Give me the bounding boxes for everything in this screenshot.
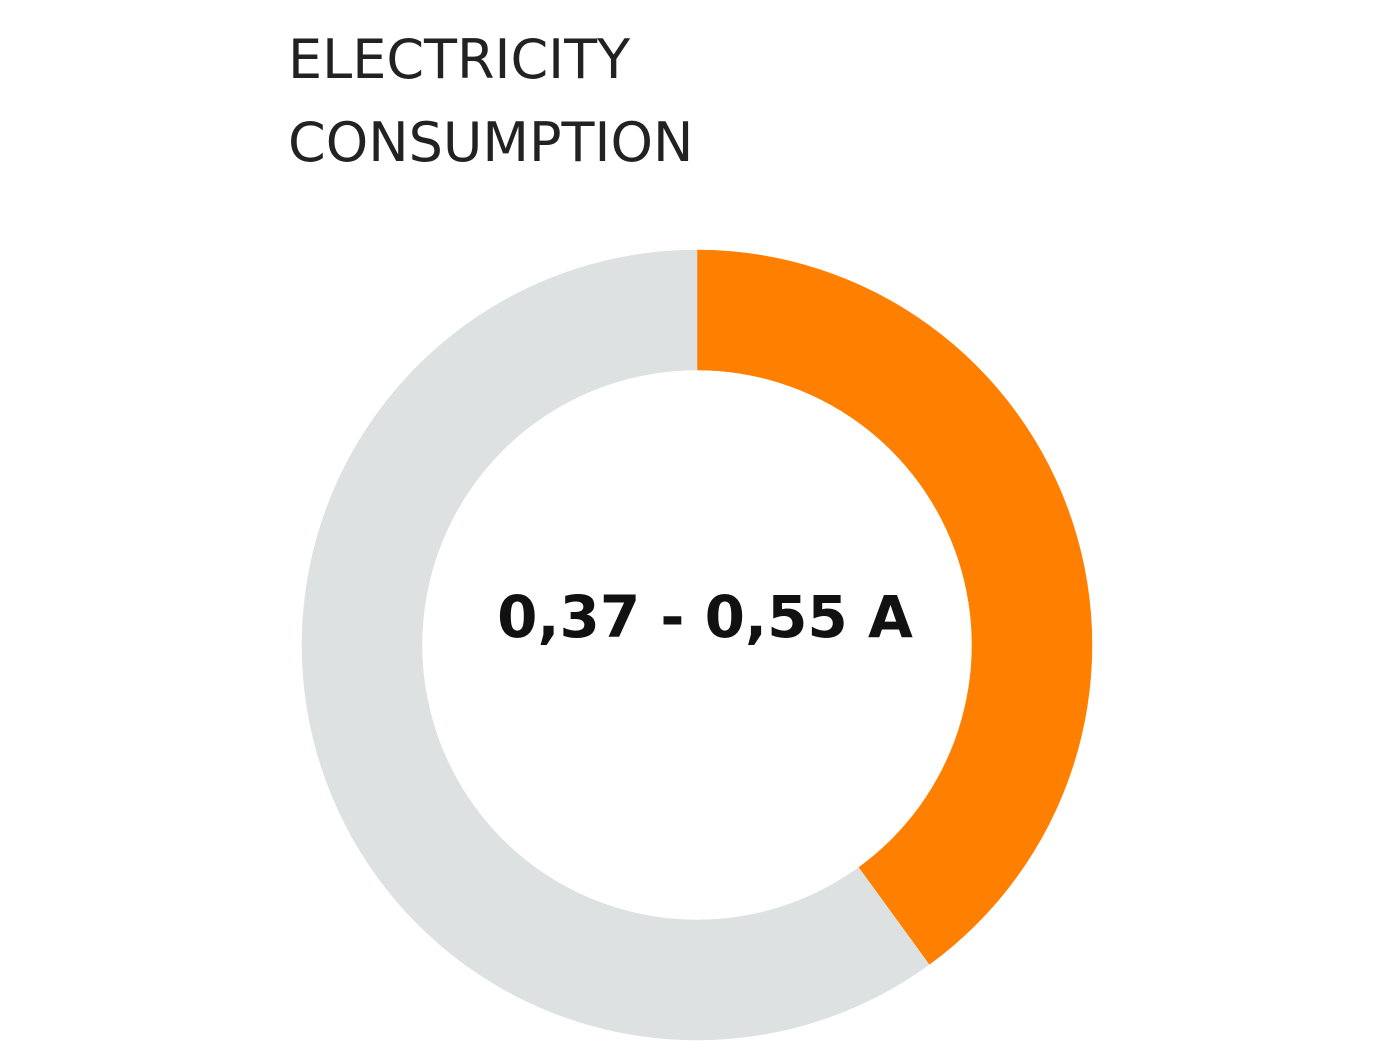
chart-title: CONSUMPTION (288, 111, 693, 174)
donut-segment (301, 522, 930, 1041)
donut-segment (858, 522, 1093, 965)
center-label: 0,37 - 0,55 A (497, 583, 913, 651)
donut-segment (321, 249, 698, 561)
donut (301, 249, 1093, 1041)
donut-segment (696, 249, 1073, 561)
chart-title: ELECTRICITY (288, 28, 631, 91)
